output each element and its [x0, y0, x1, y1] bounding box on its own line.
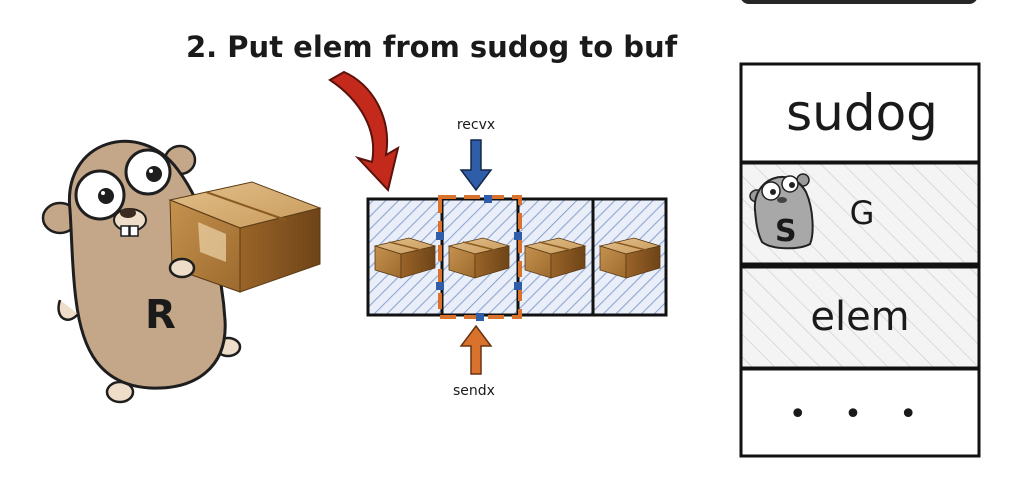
- elem-field-label: elem: [810, 294, 909, 340]
- recvx-arrow-icon: [459, 139, 493, 192]
- buffer-slot-box-icon: [447, 237, 511, 279]
- title: 2. Put elem from sudog to buf: [186, 30, 678, 64]
- sendx-label: sendx: [453, 383, 495, 399]
- buffer-slot-box-icon: [523, 237, 587, 279]
- sudog-struct: sudog S G elem • • •: [739, 62, 981, 458]
- buffer-slot-box-icon: [598, 237, 662, 279]
- gopher-hand: [168, 257, 196, 279]
- sudog-header: sudog: [786, 84, 938, 142]
- channel-buffer: [366, 195, 668, 321]
- red-arrow-icon: [328, 70, 400, 193]
- sendx-arrow-icon: [459, 324, 493, 375]
- g-field-label: G: [850, 194, 875, 232]
- top-bar-fragment: [741, 0, 977, 4]
- receiver-label: R: [145, 292, 176, 338]
- recvx-label: recvx: [457, 117, 495, 133]
- sender-gopher: S: [749, 173, 814, 250]
- carried-box: [168, 181, 322, 293]
- more-fields-ellipsis: • • •: [789, 397, 931, 432]
- sender-gopher-label: S: [775, 214, 797, 249]
- buffer-slot-box-icon: [373, 237, 437, 279]
